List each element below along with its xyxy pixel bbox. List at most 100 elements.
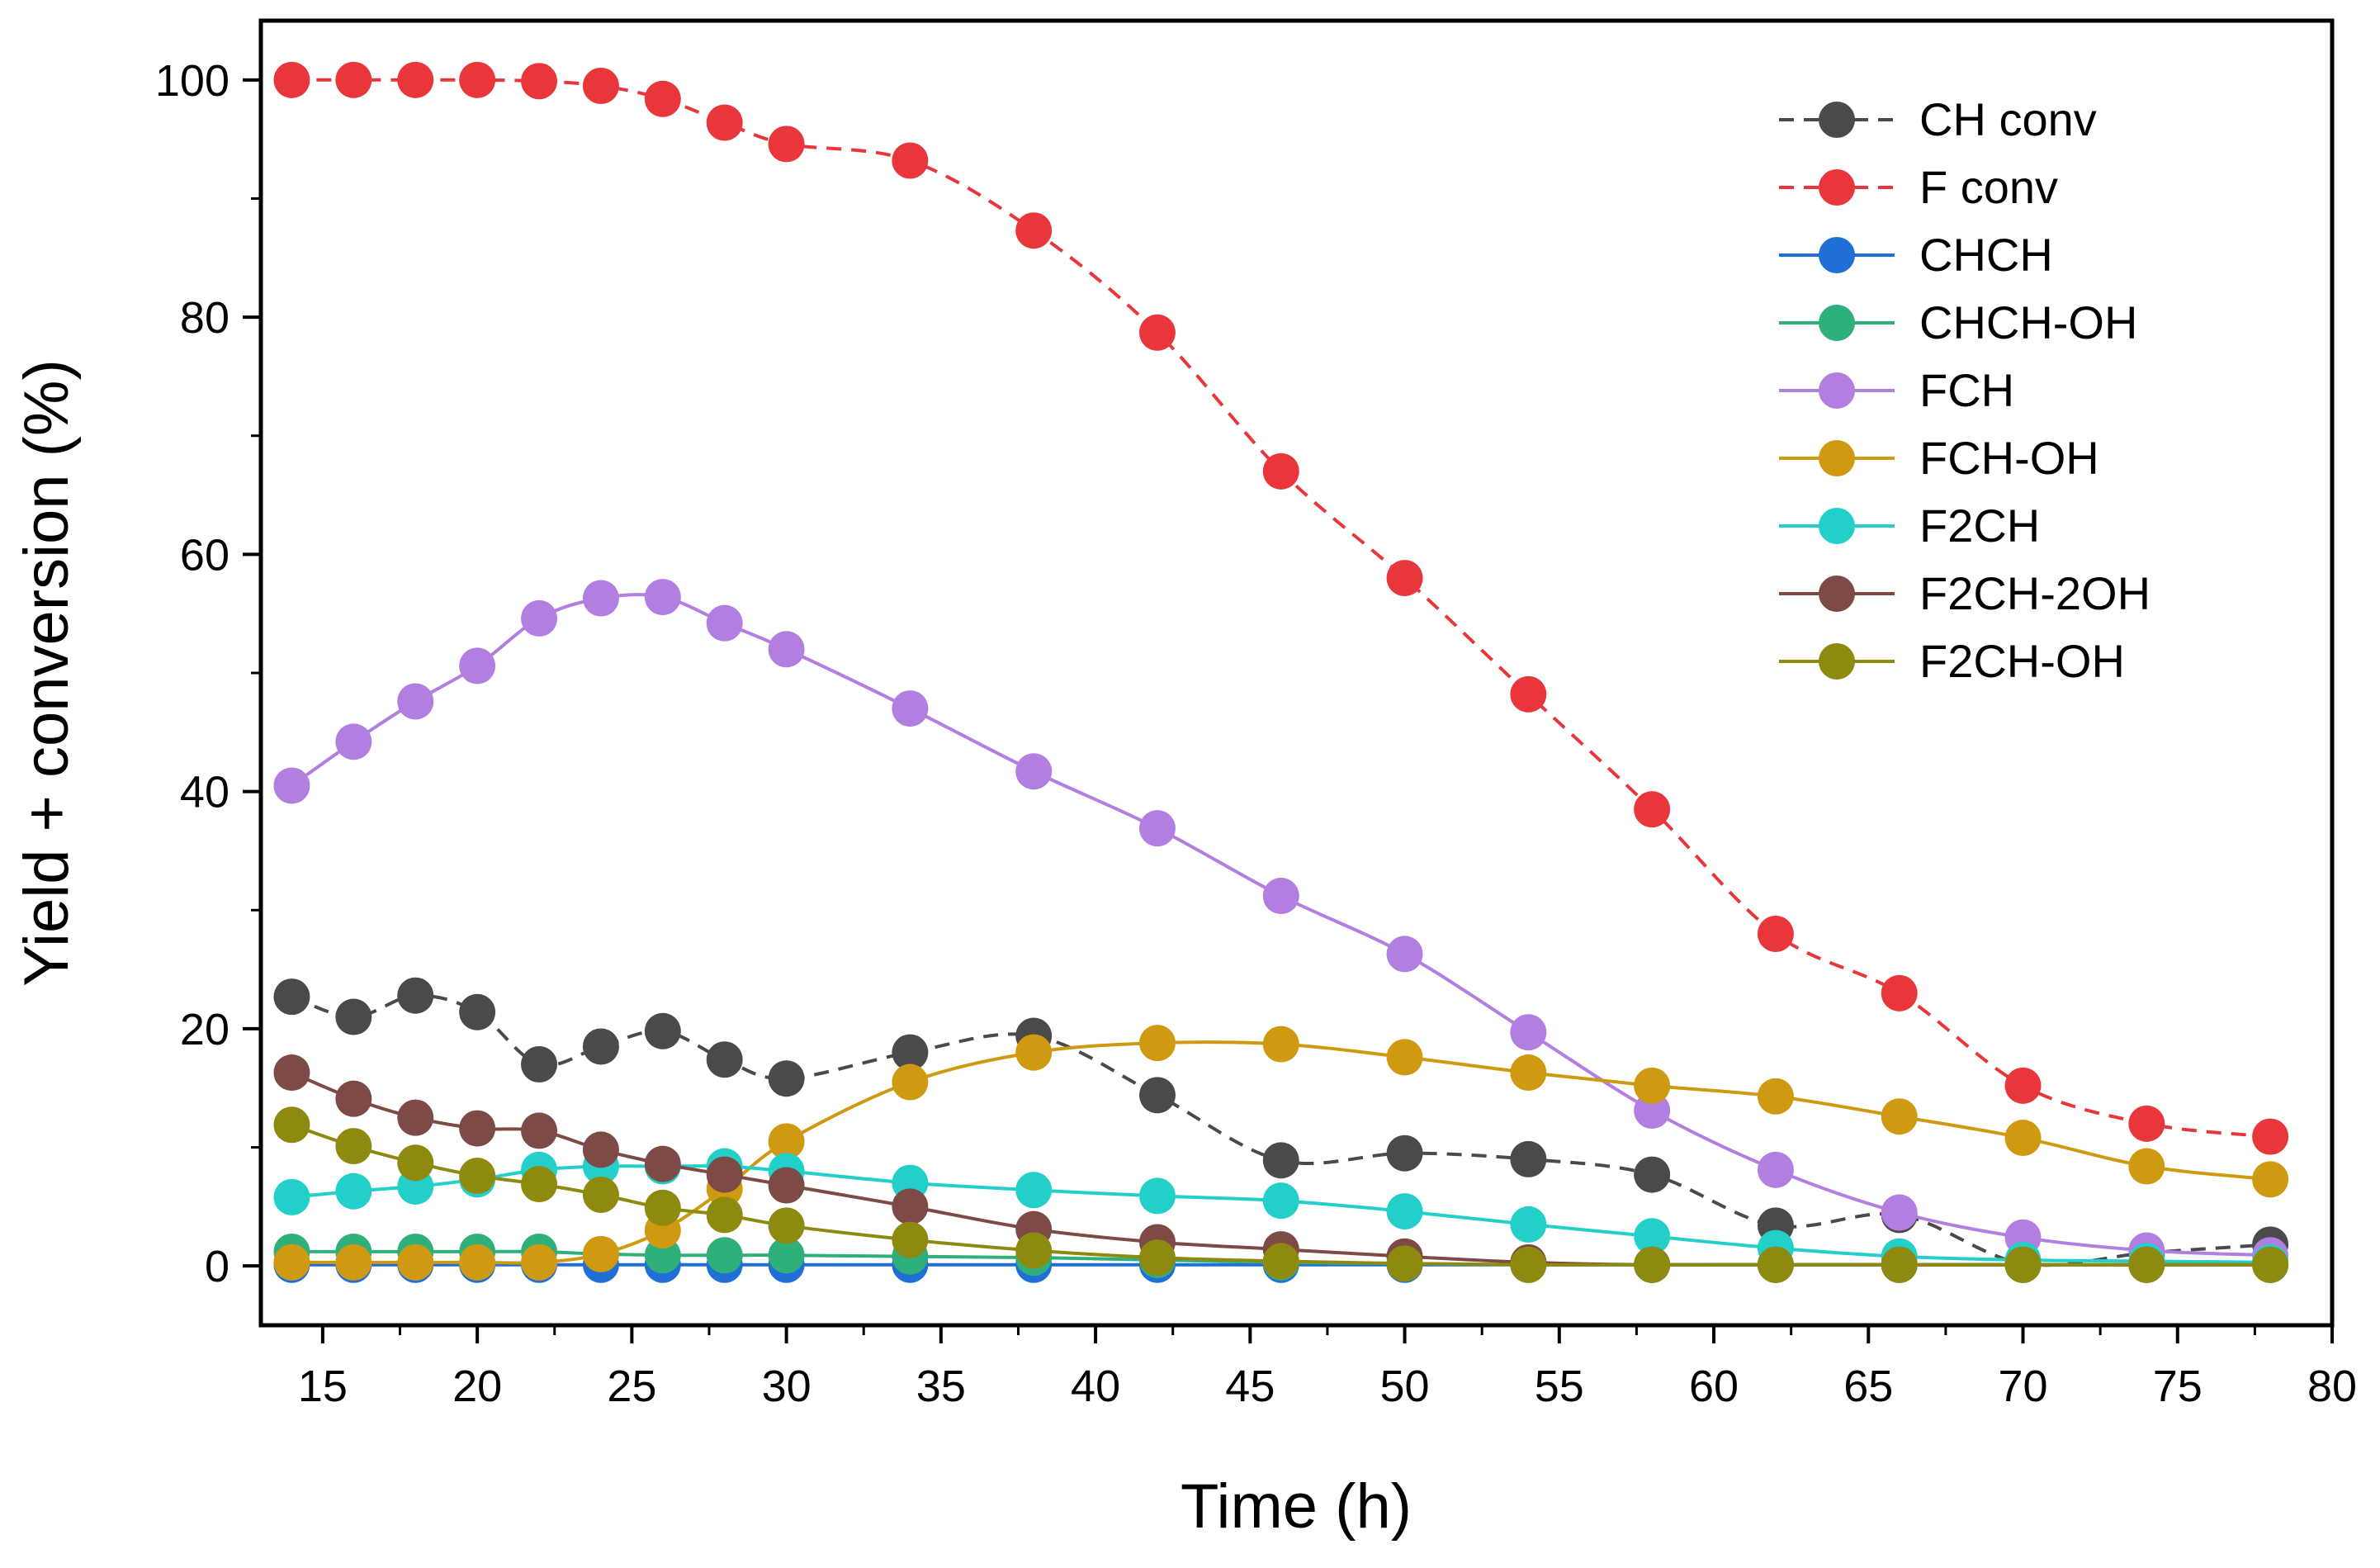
- legend-item-fch: FCH: [1779, 364, 2014, 416]
- series-layer: [273, 61, 2289, 1283]
- data-point-fch: [1757, 1151, 1794, 1188]
- data-point-f-conv: [1138, 314, 1176, 351]
- y-tick-label: 100: [155, 56, 229, 106]
- data-point-f2ch-oh: [273, 1106, 310, 1144]
- data-point-fch-oh: [1138, 1025, 1176, 1062]
- legend-item-f2ch-oh: F2CH-OH: [1779, 635, 2125, 687]
- data-point-chch-oh: [768, 1237, 805, 1274]
- data-point-ch-conv: [1262, 1142, 1299, 1179]
- data-point-f-conv: [1262, 452, 1299, 490]
- legend-item-chch-oh: CHCH-OH: [1779, 296, 2137, 348]
- legend-item-fch-oh: FCH-OH: [1779, 432, 2099, 484]
- data-point-f2ch-oh: [335, 1128, 372, 1165]
- data-point-chch-oh: [644, 1237, 681, 1274]
- data-point-ch-conv: [1386, 1135, 1423, 1172]
- data-point-f2ch-oh: [1015, 1232, 1053, 1269]
- legend-marker: [1819, 643, 1855, 680]
- data-point-fch: [1634, 1092, 1671, 1130]
- data-point-f2ch-oh: [1757, 1246, 1794, 1283]
- data-point-ch-conv: [1510, 1140, 1547, 1177]
- x-axis-ticks: 15 20 25 30 35 40 45 50 55 60 65 70 75 80: [298, 1325, 2357, 1411]
- x-tick-label: 50: [1380, 1362, 1430, 1411]
- data-point-f-conv: [2004, 1067, 2042, 1104]
- legend-item-f-conv: F conv: [1779, 161, 2058, 213]
- data-point-f-conv: [335, 61, 372, 98]
- legend-label: F2CH: [1919, 500, 2040, 552]
- data-point-fch: [1015, 753, 1053, 790]
- data-point-fch: [459, 647, 496, 685]
- data-point-f2ch-2oh: [459, 1110, 496, 1147]
- data-point-f2ch: [1015, 1172, 1053, 1209]
- data-point-fch-oh: [2004, 1120, 2042, 1157]
- data-point-fch-oh: [1262, 1026, 1299, 1063]
- data-point-fch-oh: [582, 1235, 619, 1272]
- data-point-ch-conv: [397, 977, 434, 1014]
- data-point-fch-oh: [2128, 1148, 2165, 1185]
- data-point-ch-conv: [706, 1041, 743, 1078]
- series-f2ch-oh: [273, 1106, 2289, 1283]
- x-tick-label: 15: [298, 1362, 348, 1411]
- y-axis-ticks: 0 20 40 60 80 100: [155, 56, 261, 1291]
- data-point-fch: [273, 767, 310, 804]
- x-tick-label: 35: [916, 1362, 966, 1411]
- data-point-fch-oh: [2252, 1161, 2289, 1198]
- x-tick-label: 30: [762, 1362, 811, 1411]
- data-point-ch-conv: [273, 978, 310, 1016]
- data-point-fch: [1881, 1194, 1918, 1231]
- data-point-f2ch-2oh: [768, 1167, 805, 1204]
- legend-label: CHCH: [1919, 229, 2053, 281]
- data-point-f2ch: [1510, 1206, 1547, 1243]
- legend-label: F2CH-OH: [1919, 635, 2125, 687]
- x-tick-label: 70: [1998, 1362, 2047, 1411]
- data-point-fch-oh: [335, 1244, 372, 1281]
- data-point-fch: [521, 599, 558, 637]
- data-point-f2ch-oh: [1138, 1239, 1176, 1277]
- data-point-f2ch: [335, 1172, 372, 1210]
- data-point-f-conv: [582, 68, 619, 104]
- legend-label: FCH: [1919, 364, 2014, 416]
- data-point-ch-conv: [768, 1060, 805, 1097]
- data-point-fch: [1138, 810, 1176, 847]
- data-point-fch-oh: [892, 1063, 929, 1101]
- data-point-f-conv: [1386, 560, 1423, 597]
- data-point-f2ch-oh: [892, 1221, 929, 1258]
- data-point-f2ch-oh: [2252, 1246, 2289, 1283]
- data-point-f2ch-oh: [2004, 1246, 2042, 1283]
- data-point-f2ch-oh: [1881, 1246, 1918, 1283]
- legend-item-f2ch: F2CH: [1779, 500, 2040, 552]
- data-point-f2ch-oh: [1262, 1243, 1299, 1280]
- data-point-f2ch-oh: [397, 1144, 434, 1182]
- x-tick-label: 40: [1071, 1362, 1120, 1411]
- data-point-f-conv: [459, 61, 496, 98]
- data-point-fch: [582, 580, 619, 617]
- legend-item-chch: CHCH: [1779, 229, 2053, 281]
- data-point-f2ch-2oh: [335, 1080, 372, 1117]
- x-tick-label: 45: [1225, 1362, 1275, 1411]
- data-point-f-conv: [1634, 791, 1671, 828]
- data-point-f2ch-2oh: [644, 1145, 681, 1182]
- data-point-f2ch-oh: [1634, 1246, 1671, 1283]
- data-point-fch-oh: [459, 1244, 496, 1281]
- data-point-f-conv: [768, 126, 805, 163]
- data-point-f2ch-2oh: [706, 1156, 743, 1193]
- data-point-ch-conv: [644, 1012, 681, 1049]
- legend-marker: [1819, 237, 1855, 273]
- data-point-fch-oh: [1757, 1078, 1794, 1115]
- data-point-fch: [1262, 878, 1299, 915]
- data-point-f2ch-2oh: [582, 1131, 619, 1168]
- data-point-fch: [892, 690, 929, 727]
- data-point-f-conv: [706, 104, 743, 141]
- legend-label: F2CH-2OH: [1919, 567, 2151, 619]
- data-point-f-conv: [273, 61, 310, 98]
- data-point-f2ch: [1386, 1193, 1423, 1230]
- data-point-fch-oh: [1015, 1034, 1053, 1071]
- data-point-f-conv: [1015, 212, 1053, 249]
- legend-label: CH conv: [1919, 93, 2097, 145]
- data-point-f2ch: [273, 1178, 310, 1215]
- y-tick-label: 0: [205, 1242, 229, 1291]
- data-point-ch-conv: [582, 1028, 619, 1065]
- y-tick-label: 40: [180, 768, 229, 817]
- legend-marker: [1819, 440, 1855, 476]
- data-point-fch: [644, 579, 681, 616]
